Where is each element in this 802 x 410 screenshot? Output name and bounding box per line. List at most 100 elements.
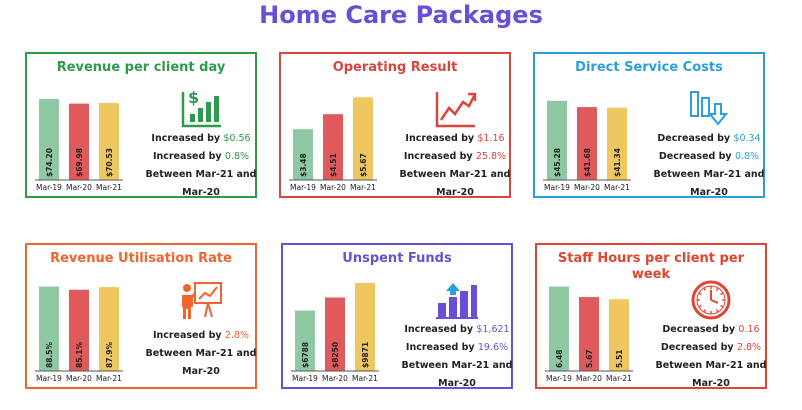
summary-line: Between Mar-21 and (145, 345, 257, 363)
summary-value: 0.8% (224, 151, 250, 162)
bar-mar-20 (69, 103, 89, 180)
bar-value-label: $41.68 (583, 148, 592, 177)
bar-value-label: 5.51 (615, 349, 624, 368)
bar-value-label: $74.20 (45, 148, 54, 177)
summary-line: Between Mar-21 and (653, 166, 765, 184)
summary-line: Increased by 19.6% (401, 339, 513, 357)
change-summary: Decreased by 0.16 Decreased by 2.8% Betwee… (655, 321, 767, 393)
summary-value: 2.8% (224, 330, 250, 341)
chart-card: Staff Hours per client per week 6.48 Mar-1… (535, 243, 767, 389)
chart-card: Revenue Utilisation Rate 88.5% Mar-19 85.1%… (25, 243, 257, 389)
svg-text:$: $ (188, 88, 199, 107)
summary-line: Increased by $0.56 (145, 130, 257, 148)
clock-icon (689, 279, 733, 325)
x-tick-label: Mar-19 (36, 374, 62, 383)
x-tick-label: Mar-21 (606, 374, 632, 383)
summary-line: Increased by 2.8% (145, 327, 257, 345)
bar-value-label: 85.1% (75, 341, 84, 368)
summary-line: Increased by 0.8% (145, 148, 257, 166)
chart-card: Direct Service Costs $45.28 Mar-19 $41.68 Ma… (533, 52, 765, 198)
x-tick-label: Mar-20 (322, 374, 348, 383)
summary-line: Increased by $1.16 (399, 130, 511, 148)
bar-chart: 88.5% Mar-19 85.1% Mar-20 87.9% Mar-21 (33, 273, 137, 391)
growth-bars-icon (435, 279, 479, 325)
bar-chart: $6788 Mar-19 $8250 Mar-20 $9871 Mar-21 (289, 273, 393, 391)
chart-card: Revenue per client day $74.20 Mar-19 $69.98… (25, 52, 257, 198)
bar-chart: $74.20 Mar-19 $69.98 Mar-20 $70.53 Mar-21 (33, 82, 137, 200)
summary-text: Mar-20 (438, 378, 476, 389)
chart-card: Operating Result $3.48 Mar-19 $4.51 Mar-20 $5… (279, 52, 511, 198)
bar-value-label: 88.5% (45, 341, 54, 368)
summary-line: Mar-20 (401, 375, 513, 393)
summary-value: $1,621 (476, 324, 510, 335)
page-title: Home Care Packages (259, 1, 543, 29)
summary-line: Mar-20 (655, 375, 767, 393)
summary-line: Decreased by 0.16 (655, 321, 767, 339)
summary-line: Decreased by 0.8% (653, 148, 765, 166)
summary-text: Between Mar-21 and (653, 169, 765, 180)
summary-text: Decreased by (660, 342, 737, 353)
summary-text: Increased by (405, 342, 478, 353)
summary-text: Mar-20 (692, 378, 730, 389)
summary-text: Between Mar-21 and (145, 348, 257, 359)
change-summary: Increased by $1,621 Increased by 19.6% Bet… (401, 321, 513, 393)
change-summary: Increased by $0.56 Increased by 0.8% Betwe… (145, 130, 257, 202)
summary-line: Mar-20 (145, 184, 257, 202)
summary-text: Decreased by (662, 324, 739, 335)
x-tick-label: Mar-19 (546, 374, 572, 383)
bar-value-label: $5.67 (359, 153, 368, 177)
chart-title: Revenue per client day (56, 60, 226, 75)
x-tick-label: Mar-20 (574, 183, 600, 192)
x-tick-label: Mar-21 (604, 183, 630, 192)
bar-chart: $45.28 Mar-19 $41.68 Mar-20 $41.34 Mar-21 (541, 82, 645, 200)
bar-mar-19 (39, 286, 59, 371)
summary-value: $0.56 (223, 133, 251, 144)
summary-line: Between Mar-21 and (401, 357, 513, 375)
dollar-bar-chart-icon: $ (179, 88, 223, 134)
summary-text: Decreased by (657, 133, 734, 144)
chart-card: Unspent Funds $6788 Mar-19 $8250 Mar-20 $9871… (281, 243, 513, 389)
bar-chart: 6.48 Mar-19 5.67 Mar-20 5.51 Mar-21 (543, 273, 647, 391)
summary-value: 19.6% (477, 342, 509, 353)
summary-text: Between Mar-21 and (655, 360, 767, 371)
chart-title: Revenue Utilisation Rate (50, 251, 232, 266)
x-tick-label: Mar-19 (290, 183, 316, 192)
bar-mar-20 (69, 289, 89, 371)
bar-value-label: $9871 (361, 342, 370, 368)
bar-mar-21 (353, 97, 373, 180)
bar-mar-21 (609, 299, 629, 371)
summary-line: Decreased by $0.34 (653, 130, 765, 148)
bar-value-label: $41.34 (613, 148, 622, 177)
summary-text: Increased by (152, 151, 225, 162)
bar-value-label: 5.67 (585, 349, 594, 368)
summary-text: Increased by (404, 324, 477, 335)
bar-mar-20 (579, 297, 599, 371)
summary-text: Between Mar-21 and (145, 169, 257, 180)
bar-mar-19 (547, 100, 567, 180)
bar-mar-21 (607, 107, 627, 180)
summary-line: Decreased by 2.8% (655, 339, 767, 357)
bar-value-label: $45.28 (553, 148, 562, 177)
chart-title: Unspent Funds (342, 251, 452, 266)
bar-mar-20 (325, 297, 345, 371)
summary-text: Mar-20 (690, 187, 728, 198)
summary-line: Increased by 25.8% (399, 148, 511, 166)
summary-value: 25.8% (475, 151, 507, 162)
summary-text: Increased by (152, 330, 225, 341)
summary-line: Mar-20 (653, 184, 765, 202)
bar-mar-19 (39, 99, 59, 180)
summary-text: Mar-20 (182, 187, 220, 198)
summary-text: Between Mar-21 and (399, 169, 511, 180)
bar-value-label: $70.53 (105, 148, 114, 177)
chart-title: Staff Hours per client per week (557, 251, 745, 282)
bar-mar-21 (99, 287, 119, 371)
bar-mar-19 (549, 286, 569, 371)
summary-value: $1.16 (477, 133, 505, 144)
summary-line: Mar-20 (399, 184, 511, 202)
summary-value: 2.8% (736, 342, 762, 353)
x-tick-label: Mar-19 (544, 183, 570, 192)
bar-mar-20 (323, 114, 343, 180)
x-tick-label: Mar-20 (320, 183, 346, 192)
summary-value: $0.34 (733, 133, 761, 144)
summary-line: Between Mar-21 and (399, 166, 511, 184)
